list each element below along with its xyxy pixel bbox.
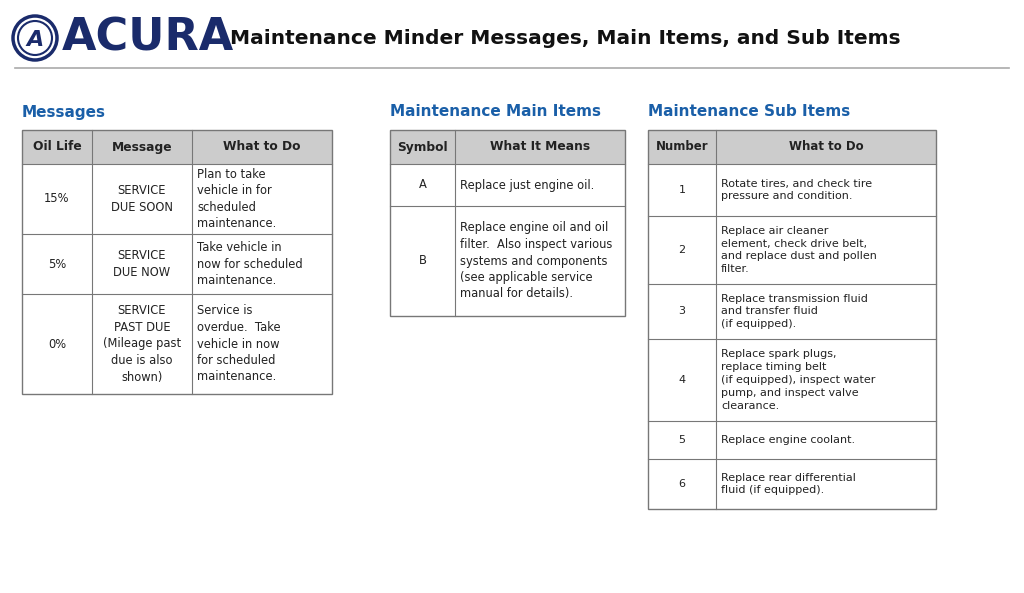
Text: Oil Life: Oil Life — [33, 141, 81, 154]
Text: Replace rear differential
fluid (if equipped).: Replace rear differential fluid (if equi… — [721, 473, 856, 495]
Text: Take vehicle in
now for scheduled
maintenance.: Take vehicle in now for scheduled mainte… — [197, 241, 303, 287]
FancyBboxPatch shape — [22, 234, 332, 294]
FancyBboxPatch shape — [648, 164, 936, 216]
Text: Symbol: Symbol — [397, 141, 447, 154]
Text: SERVICE
PAST DUE
(Mileage past
due is also
shown): SERVICE PAST DUE (Mileage past due is al… — [103, 304, 181, 384]
Text: Message: Message — [112, 141, 172, 154]
Text: 6: 6 — [679, 479, 685, 489]
Text: What to Do: What to Do — [223, 141, 301, 154]
Text: Replace engine coolant.: Replace engine coolant. — [721, 435, 855, 445]
Text: 0%: 0% — [48, 337, 67, 350]
FancyBboxPatch shape — [648, 216, 936, 284]
FancyBboxPatch shape — [22, 294, 332, 394]
Text: Number: Number — [655, 141, 709, 154]
Text: 3: 3 — [679, 307, 685, 317]
FancyBboxPatch shape — [648, 421, 936, 459]
FancyBboxPatch shape — [648, 284, 936, 339]
Text: Replace spark plugs,
replace timing belt
(if equipped), inspect water
pump, and : Replace spark plugs, replace timing belt… — [721, 349, 876, 410]
Text: Maintenance Minder Messages, Main Items, and Sub Items: Maintenance Minder Messages, Main Items,… — [230, 28, 901, 47]
FancyBboxPatch shape — [390, 164, 625, 206]
Text: Rotate tires, and check tire
pressure and condition.: Rotate tires, and check tire pressure an… — [721, 178, 872, 202]
Text: What It Means: What It Means — [489, 141, 590, 154]
Text: What to Do: What to Do — [788, 141, 863, 154]
Text: ACURA: ACURA — [62, 17, 234, 59]
Text: Maintenance Sub Items: Maintenance Sub Items — [648, 104, 850, 120]
Text: Plan to take
vehicle in for
scheduled
maintenance.: Plan to take vehicle in for scheduled ma… — [197, 168, 276, 230]
Text: A: A — [419, 178, 426, 192]
Text: SERVICE
DUE SOON: SERVICE DUE SOON — [111, 184, 173, 213]
Text: SERVICE
DUE NOW: SERVICE DUE NOW — [114, 249, 171, 279]
FancyBboxPatch shape — [390, 130, 625, 164]
Text: 5: 5 — [679, 435, 685, 445]
Text: 2: 2 — [679, 245, 685, 255]
Text: A: A — [27, 30, 44, 50]
Text: B: B — [419, 254, 427, 267]
FancyBboxPatch shape — [648, 130, 936, 164]
Text: 5%: 5% — [48, 257, 67, 270]
Text: Maintenance Main Items: Maintenance Main Items — [390, 104, 601, 120]
Text: 1: 1 — [679, 185, 685, 195]
Text: 4: 4 — [679, 375, 685, 385]
Text: Replace transmission fluid
and transfer fluid
(if equipped).: Replace transmission fluid and transfer … — [721, 294, 868, 329]
Text: 15%: 15% — [44, 193, 70, 206]
Text: Messages: Messages — [22, 104, 106, 120]
FancyBboxPatch shape — [22, 130, 332, 164]
Text: Replace engine oil and oil
filter.  Also inspect various
systems and components
: Replace engine oil and oil filter. Also … — [460, 222, 612, 301]
Text: Service is
overdue.  Take
vehicle in now
for scheduled
maintenance.: Service is overdue. Take vehicle in now … — [197, 304, 281, 384]
FancyBboxPatch shape — [648, 339, 936, 421]
Text: Replace just engine oil.: Replace just engine oil. — [460, 178, 594, 192]
Text: Replace air cleaner
element, check drive belt,
and replace dust and pollen
filte: Replace air cleaner element, check drive… — [721, 226, 877, 274]
FancyBboxPatch shape — [390, 206, 625, 316]
FancyBboxPatch shape — [648, 459, 936, 509]
FancyBboxPatch shape — [22, 164, 332, 234]
